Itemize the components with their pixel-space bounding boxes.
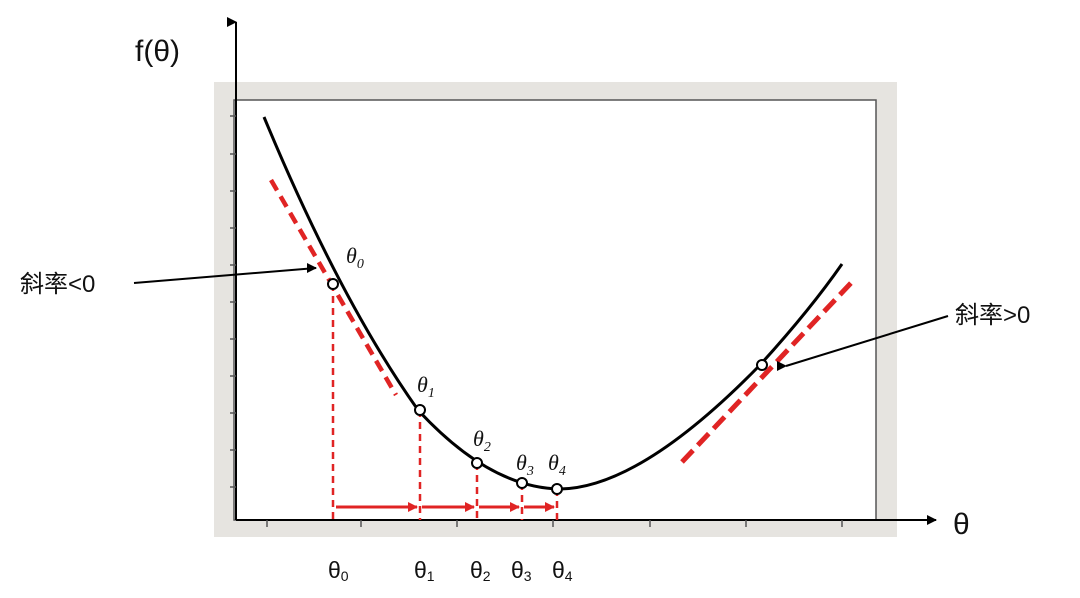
point-theta3: [516, 477, 528, 489]
x-ticks: [266, 520, 843, 527]
curve-point-labels: θ0 θ1 θ2 θ3 θ4: [346, 243, 566, 479]
point-theta1: [414, 404, 426, 416]
axis-mark-labels: θ0 θ1 θ2 θ3 θ4: [328, 557, 573, 584]
point-theta2: [471, 457, 483, 469]
point-theta4: [551, 483, 563, 495]
svg-text:θ0: θ0: [328, 557, 349, 584]
right-slope-arrow: [777, 315, 949, 371]
svg-text:θ4: θ4: [548, 450, 566, 479]
plot-area: [233, 99, 877, 521]
svg-text:θ4: θ4: [552, 557, 573, 584]
left-slope-label: 斜率<0: [20, 271, 95, 298]
cost-curve: [262, 116, 844, 491]
x-axis-label: θ: [953, 508, 970, 541]
y-axis-label: f(θ): [135, 35, 180, 68]
y-ticks: [230, 115, 236, 488]
svg-text:θ1: θ1: [414, 557, 435, 584]
tangent-right: [680, 281, 853, 464]
svg-text:θ1: θ1: [417, 372, 435, 401]
svg-text:θ3: θ3: [511, 557, 532, 584]
svg-text:θ0: θ0: [346, 243, 364, 272]
right-slope-label: 斜率>0: [955, 302, 1030, 329]
svg-text:θ3: θ3: [516, 450, 534, 479]
curve-points: [327, 278, 768, 495]
point-theta0: [327, 278, 339, 290]
point-right: [756, 359, 768, 371]
svg-text:θ2: θ2: [473, 426, 491, 455]
svg-text:θ2: θ2: [470, 557, 491, 584]
left-slope-arrow: [133, 263, 317, 284]
